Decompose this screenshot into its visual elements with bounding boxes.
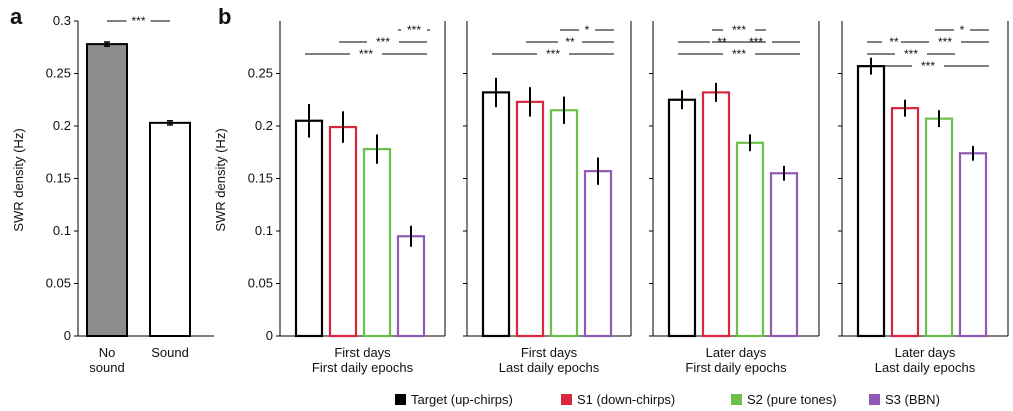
group-label: Last daily epochs (499, 360, 600, 375)
subplot-1: 00.050.10.150.20.25*********First daysFi… (248, 21, 446, 375)
legend-label: Target (up-chirps) (411, 392, 513, 407)
legend-label: S2 (pure tones) (747, 392, 837, 407)
bar (86, 43, 128, 337)
group-label: First daily epochs (685, 360, 787, 375)
bar (958, 152, 988, 338)
panel-a-y-tick-label: 0.2 (53, 118, 71, 133)
bar (294, 119, 324, 338)
x-category-label: No (99, 345, 116, 360)
bar (856, 65, 886, 338)
panel-a-y-tick-label: 0.15 (46, 171, 71, 186)
panel-a-label: a (10, 4, 23, 29)
significance-label: * (585, 23, 590, 37)
x-category-label: Sound (151, 345, 189, 360)
legend-label: S3 (BBN) (885, 392, 940, 407)
bar (515, 100, 545, 338)
bar (890, 107, 920, 338)
x-category-label: sound (89, 360, 124, 375)
significance-label: *** (732, 47, 746, 61)
significance-label: *** (732, 23, 746, 37)
bar (583, 170, 613, 338)
group-label: Last daily epochs (875, 360, 976, 375)
y-tick-label: 0.15 (248, 171, 273, 186)
bar (149, 121, 191, 337)
significance-label: *** (131, 14, 145, 28)
significance-label: ** (889, 35, 899, 49)
bar (701, 91, 731, 338)
y-tick-label: 0.05 (248, 276, 273, 291)
bar (328, 125, 358, 338)
bar (362, 148, 392, 338)
bar (396, 235, 426, 338)
group-label: Later days (706, 345, 767, 360)
significance-label: ** (717, 35, 727, 49)
panel-a-y-tick-label: 0.1 (53, 223, 71, 238)
significance-label: *** (904, 47, 918, 61)
panel-a-y-axis-label: SWR density (Hz) (11, 128, 26, 231)
panel-a-axes: 0 0.05 0.1 0.15 0.2 0.25 0.3 (46, 13, 214, 343)
panel-a-y-tick-label: 0 (64, 328, 71, 343)
significance-label: *** (546, 47, 560, 61)
y-tick-label: 0.1 (255, 223, 273, 238)
significance-label: *** (938, 35, 952, 49)
significance-label: * (960, 23, 965, 37)
panel-b-label: b (218, 4, 231, 29)
significance-label: *** (921, 59, 935, 73)
panel-b-subplots: 00.050.10.150.20.25*********First daysFi… (248, 21, 1009, 375)
panel-b-y-axis-label: SWR density (Hz) (213, 128, 228, 231)
panel-a-y-tick-label: 0.3 (53, 13, 71, 28)
legend-swatch (869, 394, 880, 405)
significance-label: *** (359, 47, 373, 61)
group-label: First days (521, 345, 578, 360)
y-tick-label: 0 (266, 328, 273, 343)
significance-label: *** (376, 35, 390, 49)
significance-label: ** (565, 35, 575, 49)
legend-label: S1 (down-chirps) (577, 392, 675, 407)
panel-b: b SWR density (Hz) 00.050.10.150.20.25**… (213, 4, 1009, 375)
y-tick-label: 0.2 (255, 118, 273, 133)
panel-a-bars (86, 41, 191, 337)
significance-label: *** (407, 23, 421, 37)
panel-a-y-tick-label: 0.25 (46, 66, 71, 81)
y-tick-label: 0.25 (248, 66, 273, 81)
bar (481, 91, 511, 338)
group-label: First days (334, 345, 391, 360)
bar (667, 98, 697, 338)
bar (769, 172, 799, 338)
legend-swatch (731, 394, 742, 405)
panel-a-y-tick-label: 0.05 (46, 276, 71, 291)
legend-swatch (561, 394, 572, 405)
legend-swatch (395, 394, 406, 405)
panel-a-significance: *** (107, 14, 170, 28)
legend: Target (up-chirps) S1 (down-chirps) S2 (pu… (395, 392, 940, 407)
bar (924, 117, 954, 338)
bar (549, 109, 579, 338)
bar (735, 141, 765, 338)
group-label: First daily epochs (312, 360, 414, 375)
group-label: Later days (895, 345, 956, 360)
panel-a: a SWR density (Hz) 0 0.05 0.1 0.15 0.2 0.25 0.… (10, 4, 214, 375)
